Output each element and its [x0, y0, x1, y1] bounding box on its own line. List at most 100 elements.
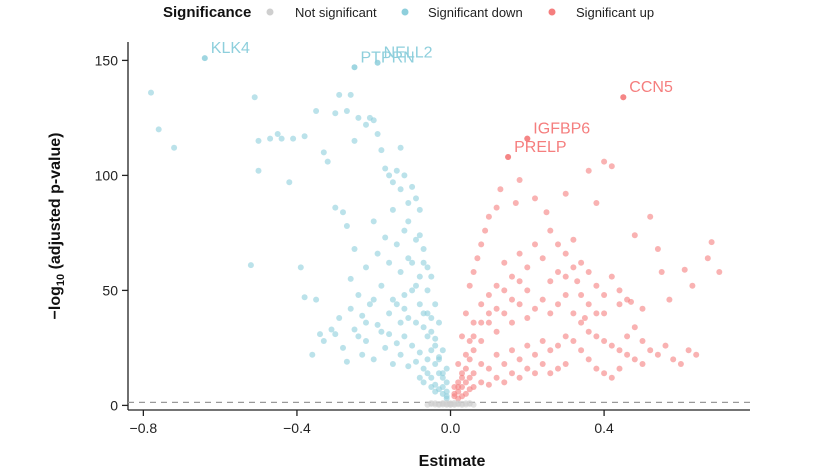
point-significant-up — [666, 296, 673, 303]
point-significant-up — [516, 374, 523, 381]
point-significant-down — [340, 344, 346, 351]
y-axis-title: −log10 (adjusted p-value) — [47, 133, 67, 320]
point-significant-down — [397, 319, 404, 326]
point-significant-up — [555, 365, 561, 372]
point-significant-down — [386, 331, 393, 338]
point-significant-down — [432, 361, 439, 367]
point-significant-up — [493, 374, 500, 381]
point-significant-up — [516, 250, 523, 257]
point-significant-down — [328, 326, 335, 333]
point-significant-up — [601, 310, 608, 317]
point-significant-up — [647, 213, 654, 220]
point-not-significant — [447, 401, 454, 408]
point-significant-down — [313, 108, 320, 114]
point-significant-down — [428, 273, 435, 280]
point-significant-down — [416, 273, 423, 280]
point-significant-down — [413, 236, 419, 243]
point-significant-up — [485, 310, 492, 317]
point-significant-down — [397, 269, 404, 275]
point-significant-down — [355, 333, 362, 340]
point-significant-down — [420, 379, 427, 386]
point-significant-down — [443, 379, 450, 386]
point-significant-up — [585, 328, 592, 335]
data-points — [148, 89, 723, 408]
point-significant-up — [459, 333, 465, 340]
gene-label-prelp: PRELP — [514, 139, 566, 156]
point-significant-down — [374, 131, 381, 137]
point-significant-up — [608, 163, 615, 170]
point-significant-up — [608, 342, 615, 349]
point-significant-down — [413, 319, 419, 326]
point-significant-up — [462, 365, 469, 372]
point-significant-up — [593, 282, 600, 289]
point-significant-up — [485, 319, 492, 326]
gene-label-ptprn: PTPRN — [361, 49, 415, 66]
point-significant-up — [493, 305, 500, 312]
point-significant-up — [524, 287, 531, 294]
point-significant-up — [459, 370, 465, 377]
point-significant-down — [255, 167, 262, 174]
y-axis-title-subscript: 10 — [55, 274, 67, 286]
point-significant-up — [593, 365, 600, 372]
point-significant-down — [405, 200, 412, 206]
point-significant-up — [624, 296, 631, 303]
point-significant-down — [413, 195, 419, 202]
point-significant-up — [466, 374, 473, 381]
point-significant-down — [317, 331, 323, 338]
point-significant-down — [405, 315, 412, 321]
point-significant-down — [155, 126, 162, 133]
point-significant-down — [439, 374, 446, 381]
point-significant-up — [708, 239, 715, 246]
point-significant-down — [297, 264, 304, 271]
point-significant-up — [485, 292, 492, 298]
point-significant-up — [478, 338, 485, 344]
point-significant-down — [401, 305, 408, 312]
point-significant-down — [401, 333, 408, 340]
point-significant-down — [343, 223, 350, 229]
point-significant-down — [409, 183, 416, 190]
point-significant-up — [616, 365, 623, 372]
point-significant-up — [493, 328, 500, 335]
point-significant-down — [424, 287, 431, 294]
labeled-gene-point — [351, 64, 358, 71]
point-significant-up — [539, 296, 546, 303]
point-significant-up — [485, 213, 492, 220]
point-significant-up — [547, 278, 554, 285]
point-significant-down — [401, 292, 408, 298]
point-significant-down — [432, 301, 439, 308]
point-significant-up — [478, 301, 485, 308]
point-significant-down — [424, 310, 431, 317]
point-significant-up — [689, 282, 696, 289]
point-significant-up — [574, 278, 581, 285]
point-significant-down — [443, 395, 450, 402]
point-significant-down — [343, 108, 350, 114]
point-significant-up — [654, 246, 661, 252]
point-significant-up — [470, 370, 477, 377]
x-tick-label: 0.0 — [441, 420, 461, 436]
point-significant-up — [601, 292, 608, 298]
labeled-gene-point — [620, 94, 627, 101]
point-significant-up — [547, 347, 554, 354]
point-significant-down — [386, 172, 393, 179]
labeled-gene-point — [505, 154, 512, 160]
point-not-significant — [466, 400, 473, 407]
point-significant-down — [171, 144, 178, 151]
point-significant-down — [351, 326, 358, 333]
point-significant-up — [631, 232, 638, 239]
point-significant-down — [393, 340, 400, 347]
point-significant-up — [555, 269, 561, 275]
point-significant-down — [286, 179, 293, 186]
point-significant-down — [332, 110, 339, 117]
labeled-gene-point — [374, 59, 381, 66]
point-significant-up — [704, 255, 711, 262]
point-significant-up — [539, 255, 546, 262]
point-significant-down — [416, 349, 423, 356]
labeled-gene-point — [524, 135, 531, 142]
y-tick-label: 100 — [95, 167, 119, 183]
point-significant-up — [478, 361, 485, 367]
point-significant-up — [501, 361, 508, 367]
point-significant-up — [462, 351, 469, 358]
point-significant-up — [562, 292, 569, 298]
